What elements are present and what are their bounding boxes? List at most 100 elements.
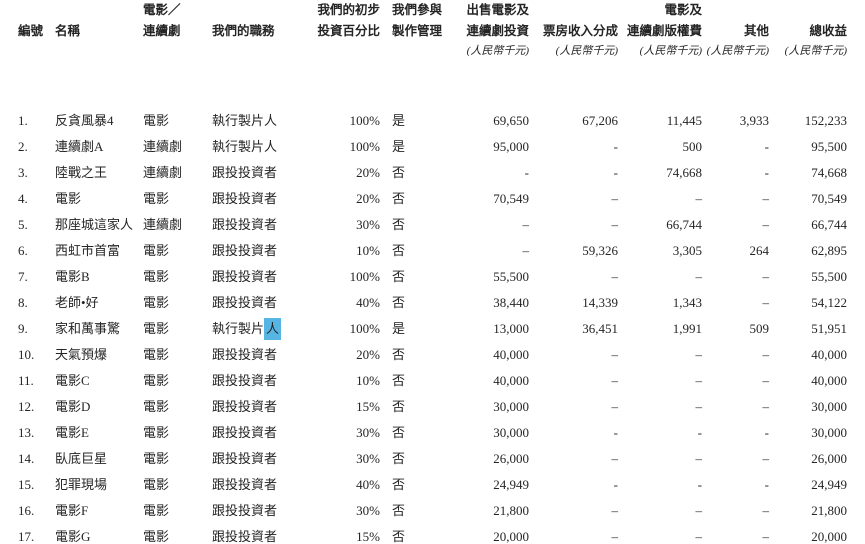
cell-type: 電影 [143, 399, 170, 414]
cell-mgmt: 是 [392, 113, 406, 128]
cell-boxoffice: - [613, 139, 618, 154]
cell-name: 老師•好 [55, 295, 99, 310]
cell-total: 26,000 [811, 451, 847, 466]
cell-pct: 15% [356, 529, 380, 544]
cell-other: – [762, 451, 770, 466]
cell-other: – [762, 529, 770, 544]
cell-name: 反貪風暴4 [55, 113, 114, 128]
cell-total: 40,000 [811, 347, 847, 362]
cell-no: 14. [18, 451, 35, 466]
cell-type: 電影 [143, 425, 170, 440]
cell-other: - [764, 477, 769, 492]
cell-no: 5. [18, 217, 28, 232]
cell-name: 犯罪現場 [55, 477, 108, 492]
cell-type: 電影 [143, 243, 170, 258]
cell-total: 24,949 [811, 477, 847, 492]
cell-invest: – [522, 243, 530, 258]
table-row: 6. 西虹市首富 電影 跟投投資者 10% 否 – 59,326 3,305 264 62,895 [0, 238, 865, 264]
cell-total: 21,800 [811, 503, 847, 518]
cell-mgmt: 否 [392, 243, 406, 258]
cell-no: 4. [18, 191, 28, 206]
cell-role: 跟投投資者 [212, 425, 278, 440]
cell-mgmt: 否 [392, 347, 406, 362]
cell-name: 臥底巨星 [55, 451, 108, 466]
cell-boxoffice: – [611, 503, 619, 518]
cell-name: 電影C [55, 373, 90, 388]
cell-name: 電影F [55, 503, 89, 518]
table-row: 14. 臥底巨星 電影 跟投投資者 30% 否 26,000 – – – 26,000 [0, 446, 865, 472]
cell-total: 51,951 [811, 321, 847, 336]
cell-other: 264 [749, 243, 770, 258]
cell-mgmt: 是 [392, 139, 406, 154]
cell-mgmt: 否 [392, 373, 406, 388]
cell-invest: 13,000 [493, 321, 529, 336]
table-row: 9. 家和萬事驚 電影 執行製片人 100% 是 13,000 36,451 1,991 509 5… [0, 316, 865, 342]
cell-role: 跟投投資者 [212, 503, 278, 518]
column-header-boxoffice: 票房收入分成 (人民幣千元) [529, 0, 618, 61]
unit-label: (人民幣千元) [555, 45, 618, 57]
cell-invest: 70,549 [493, 191, 529, 206]
table-row: 5. 那座城這家人 連續劇 跟投投資者 30% 否 – – 66,744 – 66,744 [0, 212, 865, 238]
cell-boxoffice: 67,206 [582, 113, 618, 128]
cell-other: - [764, 425, 769, 440]
cell-boxoffice: - [613, 165, 618, 180]
cell-type: 連續劇 [143, 139, 183, 154]
cell-role: 跟投投資者 [212, 373, 278, 388]
cell-boxoffice: – [611, 399, 619, 414]
column-header-pct: 我們的初步 投資百分比 [317, 3, 380, 38]
cell-name: 家和萬事驚 [55, 321, 121, 336]
column-header-mgmt: 我們參與 製作管理 [392, 3, 443, 38]
cell-name: 陸戰之王 [55, 165, 108, 180]
cell-total: 20,000 [811, 529, 847, 544]
cell-other: 509 [749, 321, 770, 336]
cell-invest: 21,800 [493, 503, 529, 518]
table-header-row: 編號 名稱 電影／ 連續劇 我們的職務 我們的初步 投資百分比 我們參與 製作管理 出售電影及 連續… [0, 0, 865, 61]
cell-type: 電影 [143, 113, 170, 128]
cell-name: 電影 [55, 191, 82, 206]
cell-other: – [762, 191, 770, 206]
cell-no: 11. [18, 373, 34, 388]
cell-type: 電影 [143, 477, 170, 492]
cell-invest: 24,949 [493, 477, 529, 492]
cell-invest: 30,000 [493, 399, 529, 414]
cell-total: 30,000 [811, 425, 847, 440]
cell-other: – [762, 503, 770, 518]
cell-royalty: 3,305 [672, 243, 702, 258]
cell-name: 電影E [55, 425, 89, 440]
cell-royalty: 500 [682, 139, 703, 154]
unit-label: (人民幣千元) [466, 45, 529, 57]
cell-invest: 55,500 [493, 269, 529, 284]
cell-mgmt: 否 [392, 217, 406, 232]
column-header-total: 總收益 (人民幣千元) [769, 0, 847, 61]
cell-type: 電影 [143, 191, 170, 206]
cell-role: 跟投投資者 [212, 399, 278, 414]
cell-type: 電影 [143, 269, 170, 284]
cell-type: 電影 [143, 451, 170, 466]
cell-royalty: - [697, 477, 702, 492]
cell-no: 8. [18, 295, 28, 310]
table-row: 4. 電影 電影 跟投投資者 20% 否 70,549 – – – 70,549 [0, 186, 865, 212]
cell-invest: - [524, 165, 529, 180]
cell-total: 95,500 [811, 139, 847, 154]
cell-type: 電影 [143, 321, 170, 336]
table-row: 8. 老師•好 電影 跟投投資者 40% 否 38,440 14,339 1,343 – 54,12… [0, 290, 865, 316]
cell-role: 跟投投資者 [212, 477, 278, 492]
cell-pct: 30% [356, 217, 380, 232]
cell-pct: 10% [356, 243, 380, 258]
table-row: 15. 犯罪現場 電影 跟投投資者 40% 否 24,949 - - - 24,949 [0, 472, 865, 498]
table-row: 3. 陸戰之王 連續劇 跟投投資者 20% 否 - - 74,668 - 74,668 [0, 160, 865, 186]
cell-total: 66,744 [811, 217, 847, 232]
cell-name: 西虹市首富 [55, 243, 121, 258]
cell-mgmt: 否 [392, 165, 406, 180]
cell-role: 執行製片人 [212, 316, 300, 342]
cell-no: 3. [18, 165, 28, 180]
cell-pct: 30% [356, 425, 380, 440]
text-selection-highlight: 人 [264, 318, 282, 340]
unit-label: (人民幣千元) [706, 45, 769, 57]
cell-boxoffice: – [611, 529, 619, 544]
cell-boxoffice: – [611, 373, 619, 388]
cell-total: 30,000 [811, 399, 847, 414]
column-header-invest: 出售電影及 連續劇投資 (人民幣千元) [440, 0, 529, 61]
